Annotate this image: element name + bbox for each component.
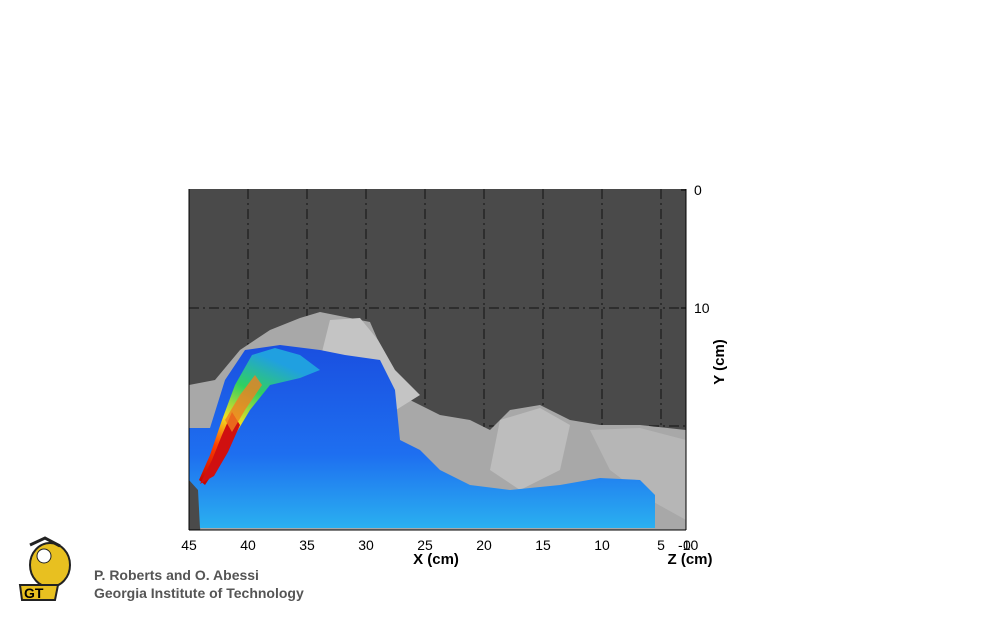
z-tick-label: -10 <box>678 537 698 553</box>
y-ticks: 0 10 <box>681 182 710 316</box>
plot-area <box>188 189 687 531</box>
y-tick-label: 0 <box>694 182 702 198</box>
x-axis-label: X (cm) <box>413 551 459 568</box>
x-tick-label: 15 <box>535 537 551 553</box>
credit-authors: P. Roberts and O. Abessi <box>94 567 259 583</box>
plume-concentration <box>189 345 655 528</box>
svg-text:GT: GT <box>24 585 44 601</box>
logo: GT <box>18 536 71 601</box>
y-axis-label: Y (cm) <box>711 339 728 385</box>
y-tick-label: 10 <box>694 300 710 316</box>
x-tick-label: 20 <box>476 537 492 553</box>
x-tick-label: 45 <box>181 537 197 553</box>
x-tick-label: 35 <box>299 537 315 553</box>
credit-institution: Georgia Institute of Technology <box>94 585 304 601</box>
axes <box>188 189 687 531</box>
x-tick-label: 25 <box>417 537 433 553</box>
x-tick-label: 5 <box>657 537 665 553</box>
z-tick-label: 0 <box>683 537 691 553</box>
x-tick-label: 10 <box>594 537 610 553</box>
x-ticks: 45 40 35 30 25 20 15 10 5 <box>181 537 665 553</box>
x-tick-label: 30 <box>358 537 374 553</box>
x-tick-label: 40 <box>240 537 256 553</box>
z-axis-label: Z (cm) <box>668 551 713 568</box>
